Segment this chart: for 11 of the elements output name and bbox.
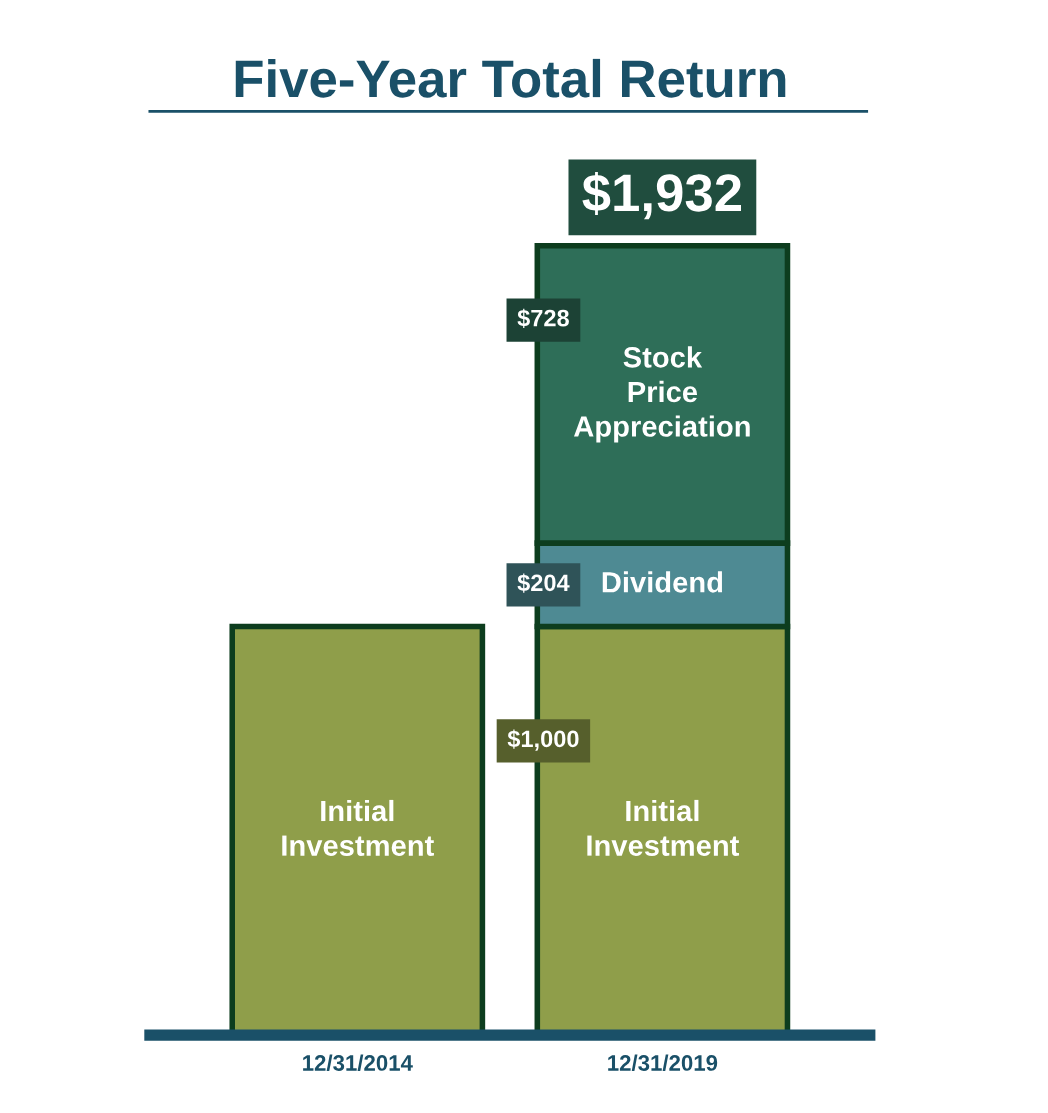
chart-title: Five-Year Total Return — [235, 58, 786, 98]
series-label: Stock Price Appreciation — [573, 346, 750, 443]
total-label: $1,932 — [582, 171, 741, 220]
series-label: Initial Investment — [587, 799, 740, 856]
text: Initial Investment — [282, 799, 434, 856]
data-label: $1,000 — [507, 729, 579, 751]
data-label: $728 — [517, 308, 569, 328]
data-label: $204 — [517, 573, 570, 593]
series-label: Dividend — [602, 571, 723, 593]
x-tick-label: 12/31/2014 — [303, 1054, 413, 1072]
x-tick-label: 12/31/2019 — [608, 1054, 718, 1072]
